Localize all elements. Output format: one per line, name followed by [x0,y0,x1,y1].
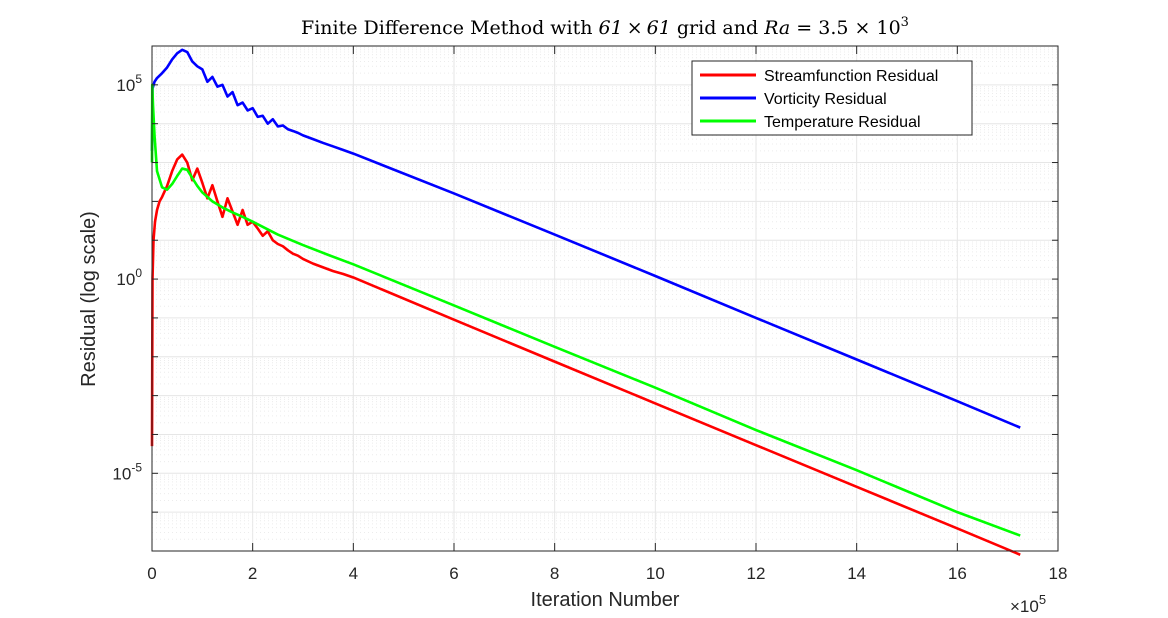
plot-frame [151,45,1059,552]
title-prefix: Finite Difference Method with [301,17,599,39]
x-multiplier: ×105 [1010,592,1046,616]
y-tick-base: 10 [116,270,135,289]
x-tick-label: 0 [147,564,156,583]
title-ten: 10 [870,17,900,39]
x-tick-label: 4 [349,564,358,583]
y-tick-label: 105 [116,72,142,95]
y-axis-label: Residual (log scale) [78,211,100,387]
title-times-1: × [627,17,643,39]
x-tick-labels: 0 2 4 6 8 10 12 14 16 18 [147,564,1067,583]
grid-lines [151,45,1059,552]
y-tick-label: 10-5 [112,460,142,483]
series-streamfunction-line [150,153,1021,556]
chart-title: Finite Difference Method with 61 × 61 grid… [301,15,909,39]
x-multiplier-base: ×10 [1010,597,1039,616]
x-multiplier-exp: 5 [1039,592,1046,607]
x-tick-label: 16 [948,564,967,583]
title-exp: 3 [901,15,909,30]
series-layer [150,48,1021,556]
legend: Streamfunction Residual Vorticity Residu… [691,60,973,136]
x-axis-label: Iteration Number [531,589,680,611]
title-grid-b: 61 [647,17,671,39]
title-grid-a: 61 [599,17,623,39]
x-tick-label: 18 [1049,564,1068,583]
y-tick-exp: 5 [135,72,142,86]
legend-label-vorticity: Vorticity Residual [764,91,887,108]
title-equals: = 3.5 [790,17,854,39]
y-tick-exp: 0 [135,266,142,280]
legend-label-streamfunction: Streamfunction Residual [764,68,938,85]
y-tick-base: 10 [112,464,131,483]
x-tick-label: 6 [449,564,458,583]
y-tick-label: 100 [116,266,142,289]
x-tick-label: 8 [550,564,559,583]
title-mid: grid and [671,17,764,39]
tick-marks [151,45,1059,552]
x-tick-label: 2 [248,564,257,583]
legend-label-temperature: Temperature Residual [764,114,921,131]
y-tick-exp: -5 [131,460,142,474]
x-tick-label: 12 [747,564,766,583]
series-vorticity-line [150,48,1021,429]
y-tick-base: 10 [116,76,135,95]
x-tick-label: 10 [646,564,665,583]
x-tick-label: 14 [847,564,866,583]
title-times-2: × [855,17,871,39]
series-temperature-line [150,83,1021,537]
title-ra-var: Ra [763,17,790,39]
